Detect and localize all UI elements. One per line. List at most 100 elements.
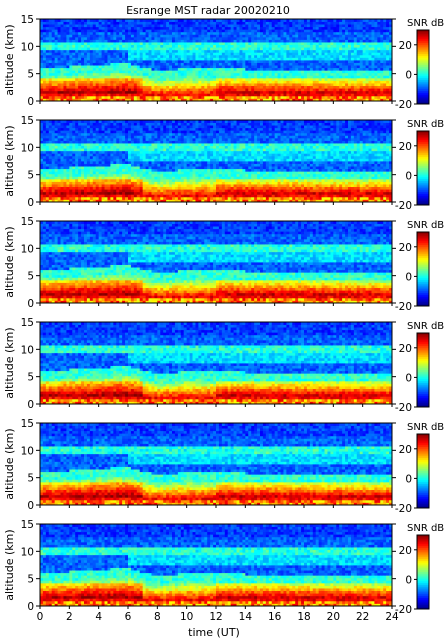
heatmap-cell: [54, 34, 58, 38]
heatmap-cell: [204, 85, 208, 89]
heatmap-cell: [113, 29, 117, 33]
heatmap-cell: [233, 42, 237, 46]
heatmap-cell: [92, 189, 97, 193]
heatmap-cell: [69, 80, 73, 84]
heatmap-cell: [128, 95, 132, 99]
heatmap-cell: [136, 194, 141, 198]
heatmap-cell: [133, 95, 138, 99]
heatmap-cell: [198, 90, 202, 94]
heatmap-cell: [315, 54, 320, 58]
heatmap-cell: [166, 24, 170, 28]
heatmap-cell: [230, 39, 234, 43]
heatmap-cell: [78, 184, 82, 188]
heatmap-cell: [92, 75, 97, 79]
heatmap-cell: [57, 166, 61, 170]
heatmap-cell: [89, 57, 94, 61]
heatmap-cell: [280, 93, 284, 97]
heatmap-cell: [69, 24, 73, 28]
colorbar-segment: [417, 92, 429, 96]
heatmap-cell: [216, 39, 220, 43]
heatmap-cell: [306, 60, 311, 63]
heatmap-cell: [368, 21, 372, 25]
heatmap-cell: [295, 95, 299, 99]
heatmap-cell: [139, 77, 144, 81]
heatmap-cell: [130, 57, 135, 61]
heatmap-cell: [248, 34, 252, 38]
heatmap-cell: [130, 163, 135, 167]
heatmap-cell: [371, 65, 375, 69]
heatmap-cell: [95, 80, 100, 84]
heatmap-cell: [136, 75, 141, 79]
heatmap-cell: [172, 31, 176, 35]
colorbar-segment: [417, 79, 429, 83]
heatmap-cell: [292, 26, 296, 30]
heatmap-cell: [122, 47, 126, 51]
heatmap-cell: [298, 88, 302, 92]
heatmap-cell: [48, 26, 53, 30]
heatmap-cell: [248, 29, 252, 33]
heatmap-cell: [348, 31, 352, 35]
heatmap-cell: [113, 65, 117, 69]
heatmap-cell: [89, 137, 94, 141]
heatmap-cell: [130, 19, 135, 22]
heatmap-cell: [186, 62, 190, 66]
heatmap-cell: [75, 52, 79, 56]
heatmap-cell: [45, 186, 50, 190]
heatmap-cell: [84, 178, 88, 182]
heatmap-cell: [301, 72, 305, 76]
heatmap-cell: [110, 189, 114, 193]
heatmap-cell: [230, 72, 234, 76]
heatmap-cell: [210, 70, 214, 74]
heatmap-cell: [201, 36, 205, 40]
heatmap-cell: [42, 42, 47, 46]
heatmap-cell: [107, 95, 111, 99]
heatmap-cell: [283, 93, 287, 97]
heatmap-cell: [330, 65, 334, 69]
heatmap-cell: [262, 90, 267, 94]
heatmap-cell: [75, 98, 79, 102]
heatmap-cell: [136, 186, 141, 190]
heatmap-cell: [330, 49, 334, 53]
heatmap-cell: [292, 54, 296, 58]
heatmap-cell: [286, 62, 290, 66]
heatmap-cell: [122, 158, 126, 162]
heatmap-cell: [257, 54, 261, 58]
heatmap-cell: [248, 77, 252, 81]
heatmap-cell: [183, 77, 188, 81]
heatmap-cell: [63, 85, 67, 89]
heatmap-cell: [380, 75, 384, 79]
heatmap-cell: [128, 47, 132, 51]
heatmap-cell: [48, 137, 53, 141]
heatmap-cell: [84, 93, 88, 97]
heatmap-cell: [130, 31, 135, 35]
heatmap-cell: [63, 80, 67, 84]
heatmap-cell: [92, 57, 97, 61]
heatmap-cell: [110, 194, 114, 198]
heatmap-cell: [315, 39, 320, 43]
heatmap-cell: [128, 127, 132, 131]
heatmap-cell: [280, 98, 284, 102]
heatmap-cell: [98, 36, 102, 40]
heatmap-cell: [301, 44, 305, 48]
heatmap-cell: [315, 70, 320, 74]
heatmap-cells: [40, 19, 393, 102]
heatmap-cell: [236, 88, 240, 92]
heatmap-cell: [142, 29, 146, 33]
heatmap-cell: [374, 24, 378, 28]
heatmap-cell: [48, 98, 53, 102]
heatmap-cell: [227, 31, 232, 35]
heatmap-cell: [116, 88, 120, 92]
heatmap-cell: [380, 39, 384, 43]
heatmap-cell: [353, 93, 358, 97]
heatmap-cell: [81, 176, 85, 180]
heatmap-cell: [69, 54, 73, 58]
heatmap-cell: [45, 171, 50, 175]
heatmap-cell: [321, 54, 325, 58]
heatmap-cell: [271, 47, 276, 51]
heatmap-cell: [145, 29, 149, 33]
heatmap-cell: [306, 75, 311, 79]
heatmap-cell: [333, 31, 337, 35]
heatmap-cell: [356, 39, 361, 43]
heatmap-cell: [130, 135, 135, 139]
